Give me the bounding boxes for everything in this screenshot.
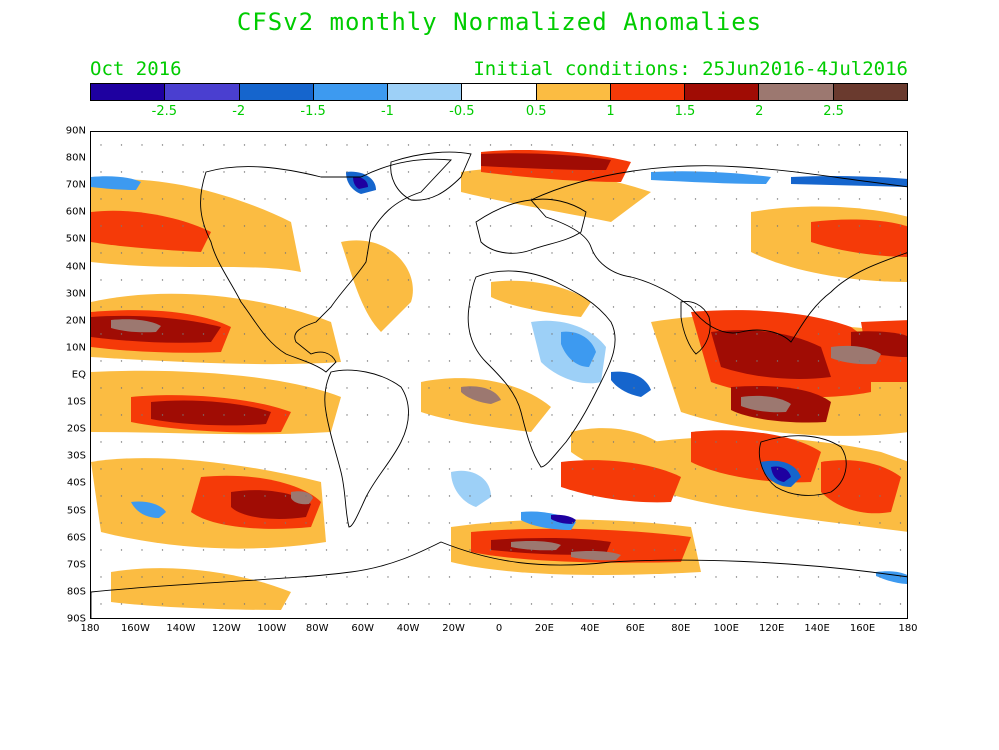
longitude-label: 160E — [849, 623, 876, 634]
latitude-label: 80S — [66, 586, 86, 598]
legend-swatch — [462, 84, 537, 100]
legend-swatch — [91, 84, 166, 100]
map-frame — [90, 131, 908, 619]
map-title: CFSv2 monthly Normalized Anomalies — [236, 8, 763, 36]
europe-outline — [475, 198, 587, 254]
latitude-label: 60N — [65, 206, 86, 218]
coastline-layer — [91, 151, 907, 618]
latitude-label: 30S — [66, 450, 86, 462]
legend-label: -2 — [232, 104, 246, 119]
latitude-label: 10S — [66, 396, 86, 408]
longitude-label: 40E — [580, 623, 600, 634]
longitude-label: 120E — [758, 623, 785, 634]
latitude-label: 70S — [66, 559, 86, 571]
africa-outline — [467, 270, 616, 468]
longitude-label: 80W — [305, 623, 329, 634]
longitude-label: 180 — [898, 623, 918, 634]
asia-outline — [530, 165, 907, 343]
antarctica-outline — [91, 541, 907, 618]
forecast-month: Oct 2016 — [90, 58, 182, 80]
latitude-label: 80N — [65, 152, 86, 164]
latitude-label: 10N — [65, 342, 86, 354]
legend-label: 2.5 — [823, 104, 844, 119]
latitude-label: 50N — [65, 233, 86, 245]
longitude-label: 80E — [671, 623, 691, 634]
longitude-label: 60W — [351, 623, 374, 634]
latitude-label: 50S — [66, 505, 86, 517]
south-america-outline — [324, 369, 409, 528]
legend-swatch — [536, 84, 611, 100]
legend-swatch — [239, 84, 314, 100]
anomaly-map — [91, 132, 907, 618]
legend-label: -1 — [380, 104, 394, 119]
latitude-label: 40N — [65, 261, 86, 273]
color-legend-labels: -2.5 -2 -1.5 -1 -0.5 0.5 1 1.5 2 2.5 — [90, 104, 908, 120]
latitude-label: EQ — [71, 369, 86, 381]
longitude-label: 100E — [713, 623, 739, 634]
longitude-label: 140W — [166, 623, 196, 634]
legend-label: -2.5 — [151, 104, 178, 119]
latitude-label: 90N — [65, 125, 86, 137]
legend-swatch — [833, 84, 907, 100]
longitude-label: 20E — [534, 623, 554, 634]
longitude-label: 20W — [442, 623, 465, 634]
legend-swatch — [759, 84, 834, 100]
latitude-label: 90S — [66, 613, 86, 625]
australia-outline — [758, 435, 847, 496]
longitude-label: 100W — [257, 623, 287, 634]
legend-swatch — [685, 84, 760, 100]
legend-swatch — [313, 84, 389, 100]
legend-label: 2 — [755, 104, 764, 119]
legend-swatch — [610, 84, 686, 100]
latitude-label: 60S — [66, 532, 86, 544]
longitude-label: 0 — [495, 623, 503, 634]
legend-swatch — [165, 84, 240, 100]
latitude-label: 30N — [65, 288, 86, 300]
latitude-label: 70N — [65, 179, 86, 191]
longitude-label: 60E — [625, 623, 645, 634]
greenland-outline — [390, 151, 472, 201]
legend-label: 1.5 — [674, 104, 696, 119]
india-outline — [680, 301, 711, 355]
legend-label: 1 — [606, 104, 615, 119]
north-america-outline — [200, 158, 452, 373]
longitude-label: 40W — [396, 623, 420, 634]
longitude-label: 120W — [211, 623, 241, 634]
legend-label: -1.5 — [300, 104, 326, 119]
longitude-label: 140E — [804, 623, 830, 634]
color-legend — [90, 83, 908, 101]
legend-label: 0.5 — [525, 104, 547, 119]
longitude-label: 180 — [80, 623, 100, 634]
initial-conditions: Initial conditions: 25Jun2016-4Jul2016 — [473, 58, 908, 80]
legend-swatch — [388, 84, 463, 100]
longitude-label: 160W — [120, 623, 150, 634]
latitude-label: 20N — [65, 315, 86, 327]
legend-label: -0.5 — [449, 104, 475, 119]
latitude-label: 40S — [66, 477, 86, 489]
latitude-label: 20S — [66, 423, 86, 435]
